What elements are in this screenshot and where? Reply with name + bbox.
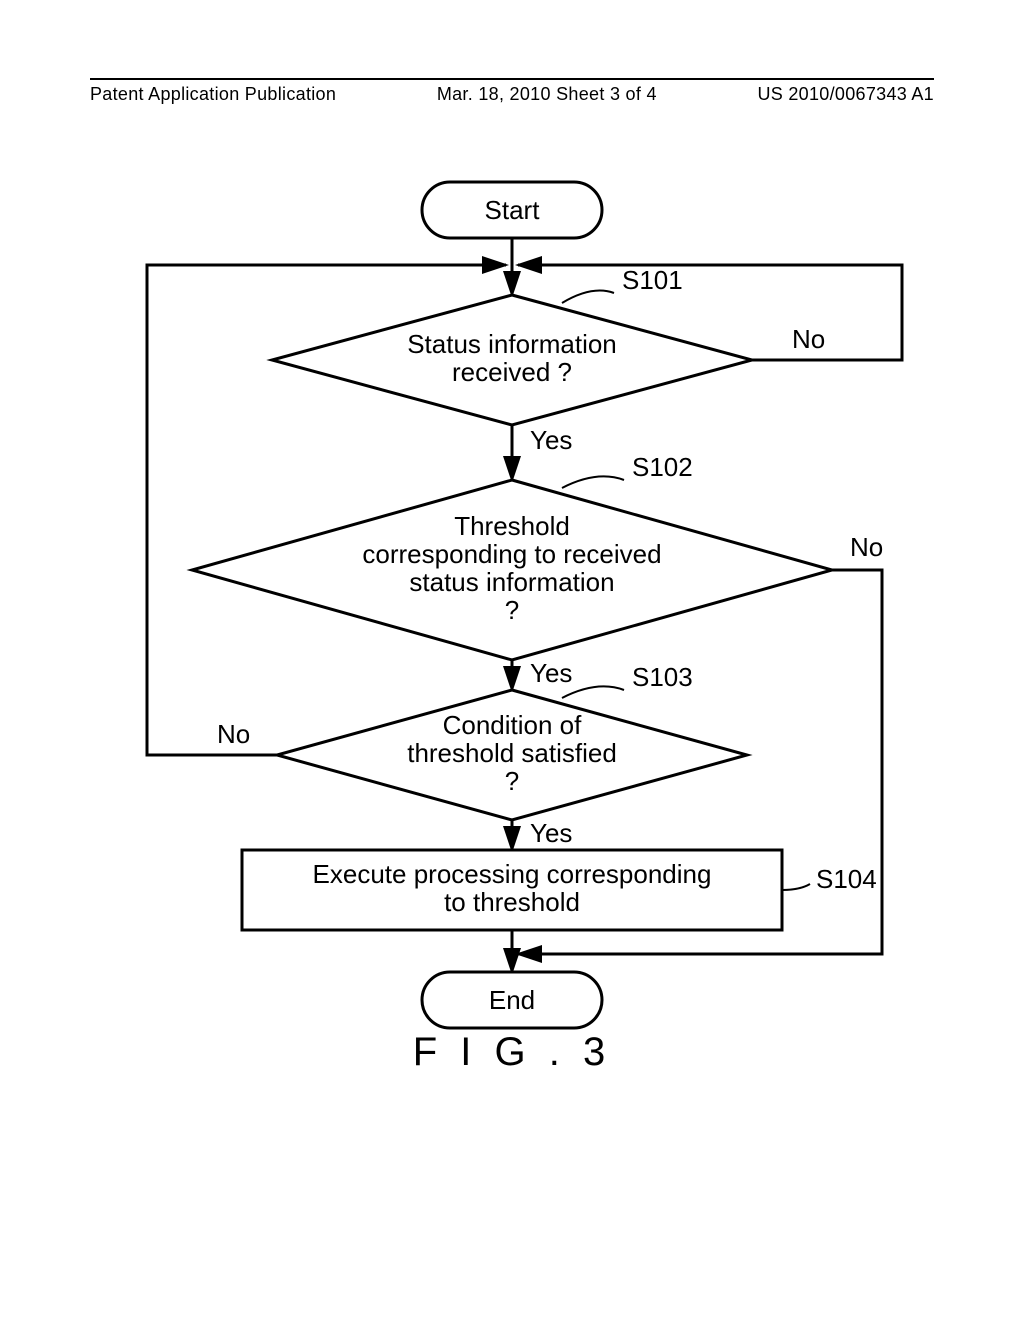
svg-text:Threshold: Threshold [454,511,570,541]
svg-text:S104: S104 [816,864,877,894]
svg-text:Yes: Yes [530,658,572,688]
svg-text:Condition of: Condition of [443,710,583,740]
svg-text:Start: Start [485,195,541,225]
page-header: Patent Application Publication Mar. 18, … [90,78,934,105]
svg-text:corresponding to received: corresponding to received [362,539,661,569]
svg-text:Yes: Yes [530,818,572,848]
header-right: US 2010/0067343 A1 [757,84,934,105]
svg-text:No: No [217,719,250,749]
svg-text:S102: S102 [632,452,693,482]
svg-text:Status information: Status information [407,329,617,359]
svg-text:Execute processing correspondi: Execute processing corresponding [313,859,712,889]
svg-text:S101: S101 [622,265,683,295]
header-left: Patent Application Publication [90,84,336,105]
svg-text:status information: status information [409,567,614,597]
svg-text:S103: S103 [632,662,693,692]
svg-text:Yes: Yes [530,425,572,455]
svg-text:End: End [489,985,535,1015]
svg-text:to threshold: to threshold [444,887,580,917]
svg-text:received ?: received ? [452,357,572,387]
figure-label: F I G . 3 [413,1030,611,1075]
svg-text:No: No [850,532,883,562]
header-mid: Mar. 18, 2010 Sheet 3 of 4 [437,84,657,105]
svg-text:threshold satisfied: threshold satisfied [407,738,617,768]
svg-text:?: ? [505,595,519,625]
svg-text:?: ? [505,766,519,796]
svg-text:No: No [792,324,825,354]
flowchart: Yes Yes Yes No No No Start Status informationre… [92,170,932,1050]
